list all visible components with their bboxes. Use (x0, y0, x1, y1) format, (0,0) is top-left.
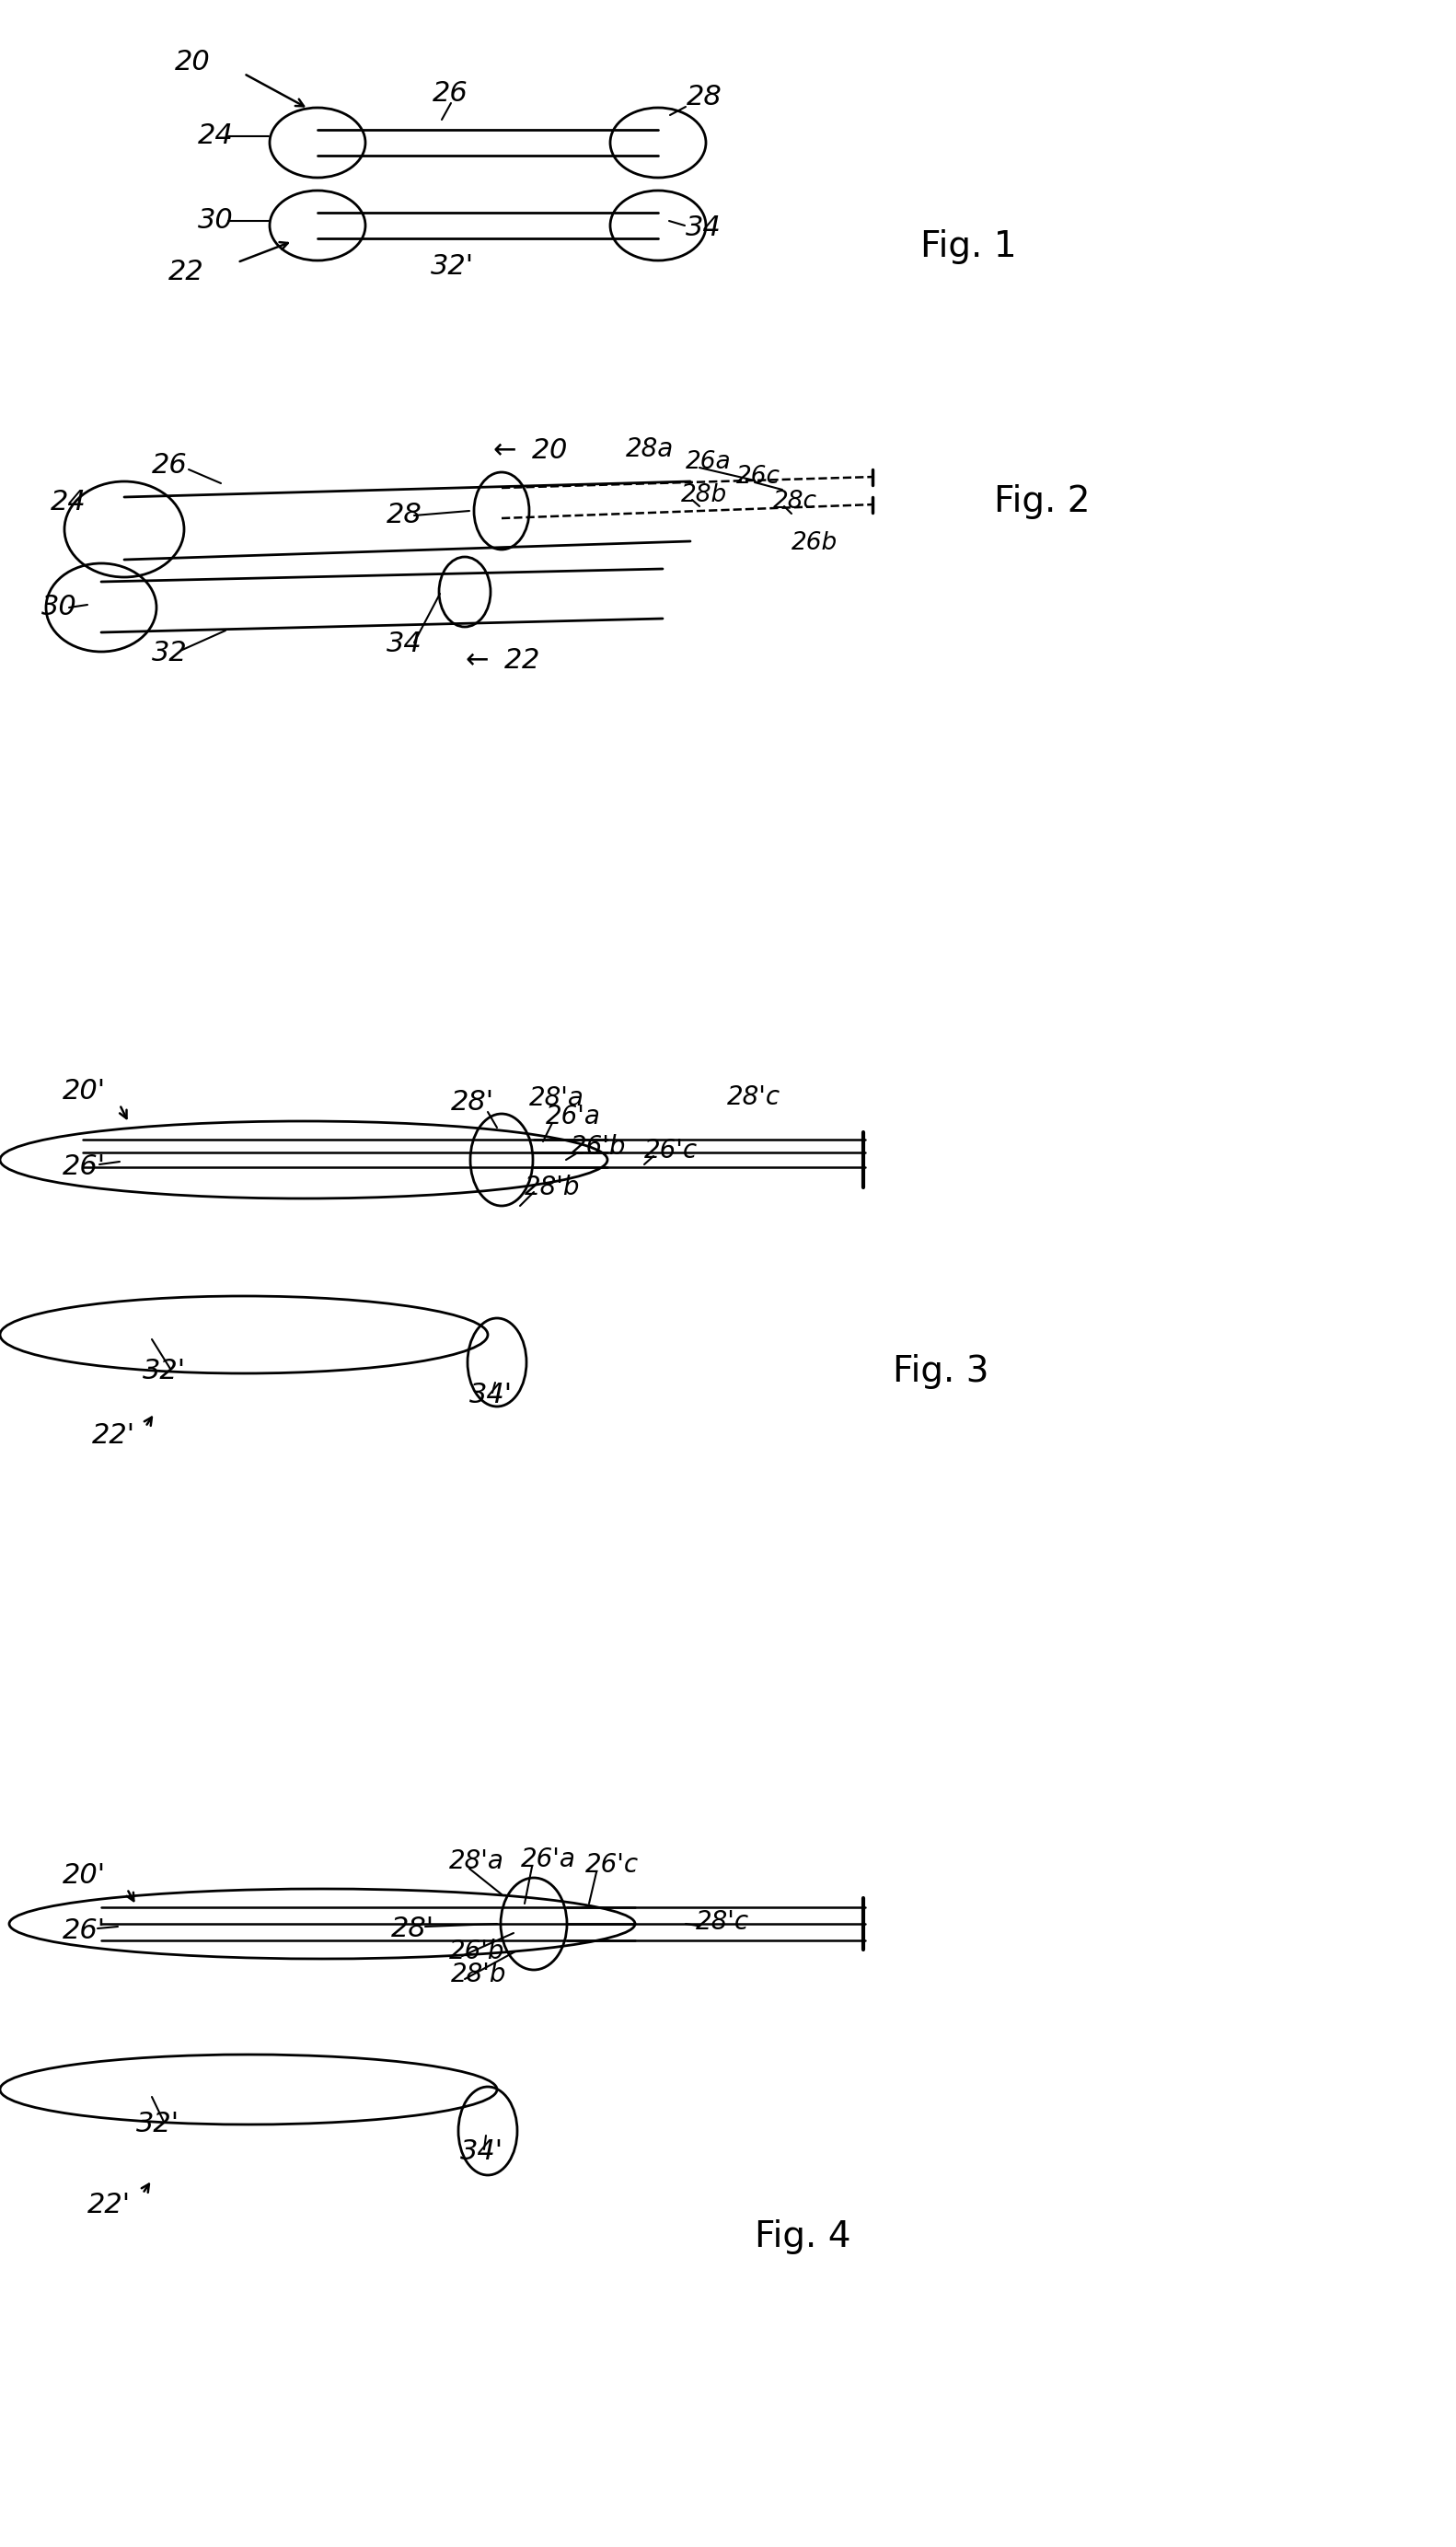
Text: 32': 32' (431, 255, 475, 280)
Text: 26'c: 26'c (585, 1852, 639, 1877)
Text: 20: 20 (175, 48, 211, 76)
Text: 30: 30 (41, 593, 77, 621)
Text: 28: 28 (386, 502, 422, 530)
Text: 22': 22' (92, 1424, 135, 1449)
Text: 34: 34 (686, 214, 721, 242)
Text: 28'c: 28'c (696, 1910, 750, 1936)
Text: Fig. 1: Fig. 1 (920, 229, 1016, 265)
Text: 24: 24 (198, 122, 233, 150)
Text: Fig. 4: Fig. 4 (754, 2218, 850, 2254)
Text: 26: 26 (432, 82, 469, 107)
Text: 28'b: 28'b (451, 1961, 507, 1987)
Text: 26c: 26c (737, 466, 780, 489)
Text: 26': 26' (63, 1154, 106, 1179)
Text: 26'b: 26'b (571, 1133, 626, 1159)
Text: 20': 20' (63, 1077, 106, 1105)
Text: $\leftarrow$ 22: $\leftarrow$ 22 (460, 647, 539, 675)
Text: 26'a: 26'a (546, 1103, 601, 1128)
Text: Fig. 2: Fig. 2 (994, 484, 1091, 520)
Text: 28c: 28c (773, 489, 817, 514)
Text: $\leftarrow$ 20: $\leftarrow$ 20 (488, 438, 568, 464)
Text: 26'b: 26'b (448, 1938, 505, 1964)
Text: 22: 22 (169, 257, 204, 285)
Text: 28b: 28b (681, 484, 728, 507)
Text: 24: 24 (51, 489, 86, 514)
Text: 28'b: 28'b (524, 1174, 581, 1200)
Text: 30: 30 (198, 206, 233, 234)
Text: 32': 32' (137, 2111, 179, 2137)
Text: 28a: 28a (626, 436, 674, 461)
Text: 34: 34 (386, 632, 422, 657)
Text: 22': 22' (87, 2190, 131, 2218)
Text: 20': 20' (63, 1862, 106, 1890)
Text: 28'a: 28'a (529, 1085, 584, 1110)
Text: 26: 26 (151, 451, 188, 479)
Text: 28'a: 28'a (448, 1849, 504, 1875)
Text: 26': 26' (63, 1918, 106, 1943)
Text: 34': 34' (469, 1380, 513, 1408)
Text: 28'c: 28'c (727, 1085, 780, 1110)
Text: 28': 28' (392, 1915, 434, 1941)
Text: Fig. 3: Fig. 3 (893, 1355, 989, 1388)
Text: 26'c: 26'c (644, 1139, 697, 1164)
Text: 26b: 26b (792, 532, 837, 555)
Text: 32': 32' (143, 1358, 186, 1386)
Text: 28: 28 (687, 84, 722, 110)
Text: 28': 28' (451, 1090, 495, 1116)
Text: 34': 34' (460, 2139, 504, 2165)
Text: 26'a: 26'a (521, 1847, 577, 1872)
Text: 26a: 26a (686, 451, 731, 474)
Text: 32: 32 (151, 639, 188, 667)
